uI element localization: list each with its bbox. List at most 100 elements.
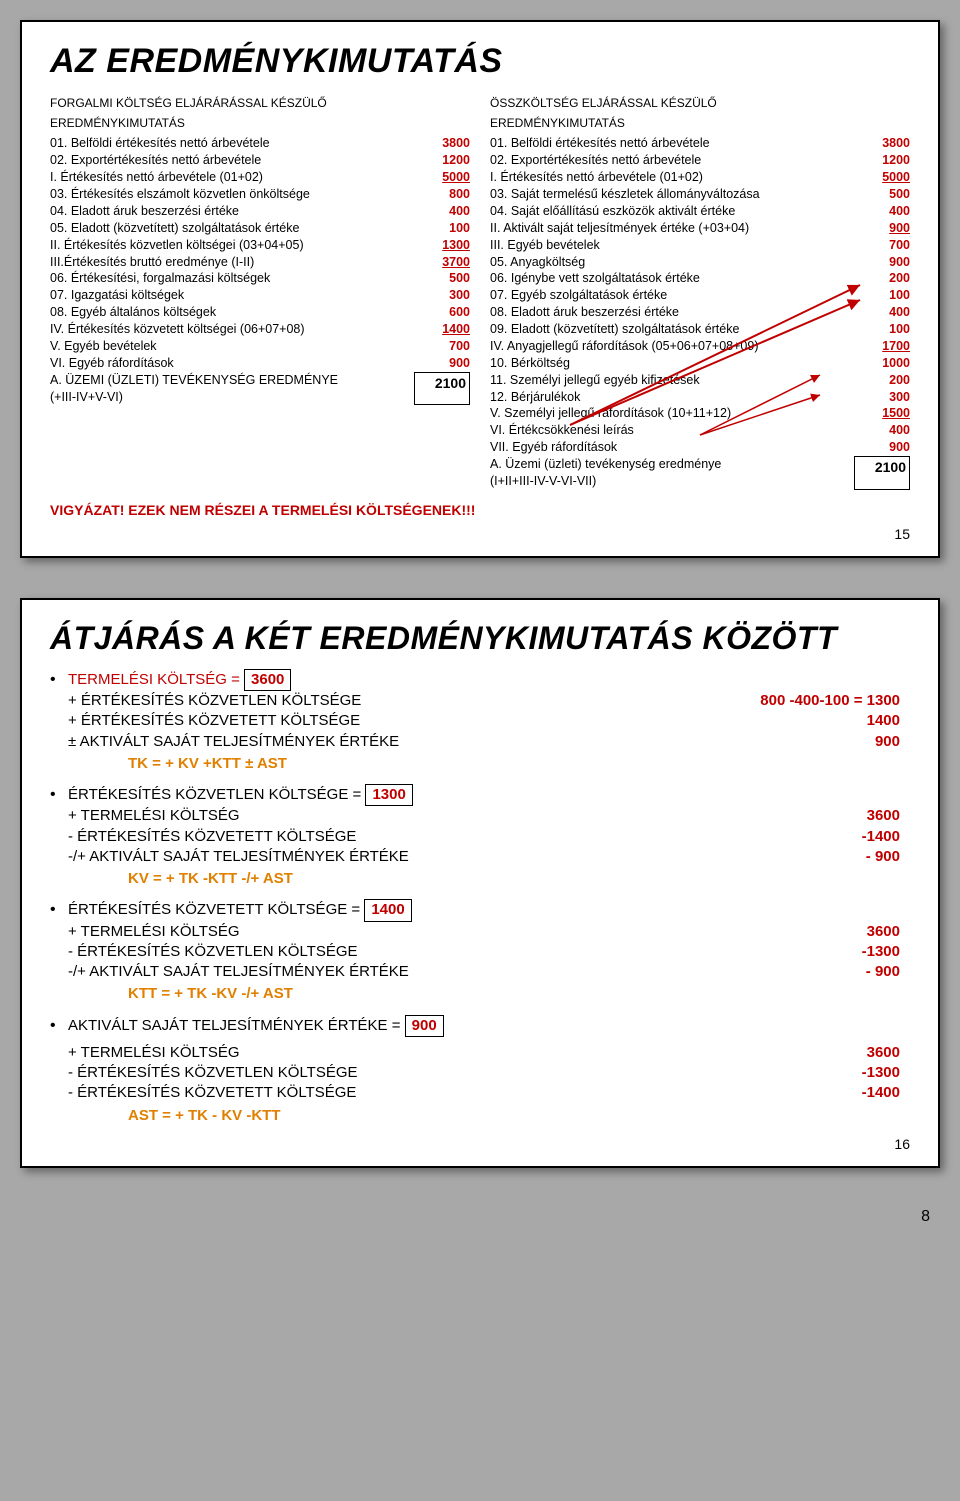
row-value: 3800 [422, 135, 470, 152]
calc-block: •TERMELÉSI KÖLTSÉG = 3600+ ÉRTÉKESÍTÉS K… [50, 669, 910, 774]
row-label: I. Értékesítés nettó árbevétele (01+02) [50, 169, 422, 186]
block-head: ÉRTÉKESÍTÉS KÖZVETLEN KÖLTSÉGE = 1300 [68, 784, 900, 806]
head-box: 1300 [365, 784, 412, 806]
bullet-icon: • [50, 669, 68, 691]
row-label: IV. Értékesítés közvetett költségei (06+… [50, 321, 422, 338]
calc-block: •AKTIVÁLT SAJÁT TELJESÍTMÉNYEK ÉRTÉKE = … [50, 1015, 910, 1126]
table-row: VI. Egyéb ráfordítások900 [50, 355, 470, 372]
row-label: 07. Igazgatási költségek [50, 287, 422, 304]
right-final-label: A. Üzemi (üzleti) tevékenység eredménye … [490, 456, 854, 490]
row-label: V. Egyéb bevételek [50, 338, 422, 355]
table-row: 06. Igénybe vett szolgáltatások értéke20… [490, 270, 910, 287]
row-value: 600 [422, 304, 470, 321]
calc-line: -/+ AKTIVÁLT SAJÁT TELJESÍTMÉNYEK ÉRTÉKE… [68, 962, 900, 982]
row-label: 11. Személyi jellegű egyéb kifizetések [490, 372, 862, 389]
row-label: 08. Eladott áruk beszerzési értéke [490, 304, 862, 321]
row-label: I. Értékesítés nettó árbevétele (01+02) [490, 169, 862, 186]
calc-block: •ÉRTÉKESÍTÉS KÖZVETETT KÖLTSÉGE = 1400+ … [50, 899, 910, 1004]
table-row: 08. Egyéb általános költségek600 [50, 304, 470, 321]
row-value: 5000 [422, 169, 470, 186]
bullet-icon: • [50, 1015, 68, 1037]
bullet-icon: • [50, 784, 68, 806]
row-value: 1700 [862, 338, 910, 355]
block-body: ÉRTÉKESÍTÉS KÖZVETETT KÖLTSÉGE = 1400+ T… [68, 899, 900, 1004]
row-value: 300 [422, 287, 470, 304]
table-row: V. Egyéb bevételek700 [50, 338, 470, 355]
table-row: 07. Egyéb szolgáltatások értéke100 [490, 287, 910, 304]
table-row: 12. Bérjárulékok300 [490, 389, 910, 406]
row-label: VI. Értékcsökkenési leírás [490, 422, 862, 439]
row-label: 09. Eladott (közvetített) szolgáltatások… [490, 321, 862, 338]
slide-15: AZ EREDMÉNYKIMUTATÁS FORGALMI KÖLTSÉG EL… [20, 20, 940, 558]
row-value: 400 [422, 203, 470, 220]
head-pre: TERMELÉSI KÖLTSÉG = [68, 671, 244, 688]
row-value: 3800 [862, 135, 910, 152]
block-head: ÉRTÉKESÍTÉS KÖZVETETT KÖLTSÉGE = 1400 [68, 899, 900, 921]
calc-line: + TERMELÉSI KÖLTSÉG3600 [68, 922, 900, 942]
line-value: 1400 [867, 711, 900, 731]
block-head: TERMELÉSI KÖLTSÉG = 3600 [68, 669, 900, 691]
row-value: 100 [862, 321, 910, 338]
row-value: 900 [862, 254, 910, 271]
table-row: IV. Anyagjellegű ráfordítások (05+06+07+… [490, 338, 910, 355]
row-value: 300 [862, 389, 910, 406]
row-label: 04. Saját előállítású eszközök aktivált … [490, 203, 862, 220]
line-text: + TERMELÉSI KÖLTSÉG [68, 807, 240, 824]
row-value: 200 [862, 372, 910, 389]
row-label: 02. Exportértékesítés nettó árbevétele [50, 152, 422, 169]
row-value: 1400 [422, 321, 470, 338]
row-value: 1500 [862, 405, 910, 422]
doc-pageno: 8 [20, 1208, 940, 1226]
row-label: VII. Egyéb ráfordítások [490, 439, 862, 456]
line-value: 3600 [867, 806, 900, 826]
left-final-label: A. ÜZEMI (ÜZLETI) TEVÉKENYSÉG EREDMÉNYE … [50, 372, 414, 406]
row-label: II. Értékesítés közvetlen költségei (03+… [50, 237, 422, 254]
row-value: 200 [862, 270, 910, 287]
table-row: 04. Eladott áruk beszerzési értéke400 [50, 203, 470, 220]
table-row: 05. Eladott (közvetített) szolgáltatások… [50, 220, 470, 237]
line-value: - 900 [866, 962, 900, 982]
table-row: 11. Személyi jellegű egyéb kifizetések20… [490, 372, 910, 389]
left-column: FORGALMI KÖLTSÉG ELJÁRÁRÁSSAL KÉSZÜLŐ ER… [50, 95, 470, 490]
row-label: III.Értékesítés bruttó eredménye (I-II) [50, 254, 422, 271]
line-text: + TERMELÉSI KÖLTSÉG [68, 1044, 240, 1061]
row-label: 08. Egyéb általános költségek [50, 304, 422, 321]
columns: FORGALMI KÖLTSÉG ELJÁRÁRÁSSAL KÉSZÜLŐ ER… [50, 95, 910, 490]
left-subhead2: EREDMÉNYKIMUTATÁS [50, 115, 470, 131]
right-final-row: A. Üzemi (üzleti) tevékenység eredménye … [490, 456, 910, 490]
table-row: 01. Belföldi értékesítés nettó árbevétel… [490, 135, 910, 152]
head-pre: ÉRTÉKESÍTÉS KÖZVETETT KÖLTSÉGE = [68, 901, 364, 918]
table-row: VII. Egyéb ráfordítások900 [490, 439, 910, 456]
formula: KV = + TK -KTT -/+ AST [128, 869, 900, 889]
table-row: 06. Értékesítési, forgalmazási költségek… [50, 270, 470, 287]
formula: KTT = + TK -KV -/+ AST [128, 984, 900, 1004]
row-value: 1000 [862, 355, 910, 372]
slide15-pageno: 15 [50, 526, 910, 542]
row-value: 900 [422, 355, 470, 372]
calc-block: •ÉRTÉKESÍTÉS KÖZVETLEN KÖLTSÉGE = 1300+ … [50, 784, 910, 889]
row-value: 400 [862, 422, 910, 439]
row-value: 400 [862, 203, 910, 220]
table-row: 08. Eladott áruk beszerzési értéke400 [490, 304, 910, 321]
formula: AST = + TK - KV -KTT [128, 1106, 900, 1126]
row-label: V. Személyi jellegű ráfordítások (10+11+… [490, 405, 862, 422]
row-label: 10. Bérköltség [490, 355, 862, 372]
block-body: ÉRTÉKESÍTÉS KÖZVETLEN KÖLTSÉGE = 1300+ T… [68, 784, 900, 889]
row-label: 07. Egyéb szolgáltatások értéke [490, 287, 862, 304]
line-text: - ÉRTÉKESÍTÉS KÖZVETETT KÖLTSÉGE [68, 828, 356, 845]
head-box: 900 [405, 1015, 444, 1037]
row-value: 1300 [422, 237, 470, 254]
right-column: ÖSSZKÖLTSÉG ELJÁRÁSSAL KÉSZÜLŐ EREDMÉNYK… [490, 95, 910, 490]
table-row: 01. Belföldi értékesítés nettó árbevétel… [50, 135, 470, 152]
row-label: 01. Belföldi értékesítés nettó árbevétel… [490, 135, 862, 152]
row-value: 700 [422, 338, 470, 355]
line-text: + TERMELÉSI KÖLTSÉG [68, 923, 240, 940]
line-value: 900 [875, 732, 900, 752]
head-pre: ÉRTÉKESÍTÉS KÖZVETLEN KÖLTSÉGE = [68, 786, 365, 803]
row-value: 500 [422, 270, 470, 287]
row-label: III. Egyéb bevételek [490, 237, 862, 254]
left-final-value: 2100 [414, 372, 470, 406]
row-value: 100 [862, 287, 910, 304]
table-row: IV. Értékesítés közvetett költségei (06+… [50, 321, 470, 338]
calc-line: -/+ AKTIVÁLT SAJÁT TELJESÍTMÉNYEK ÉRTÉKE… [68, 847, 900, 867]
